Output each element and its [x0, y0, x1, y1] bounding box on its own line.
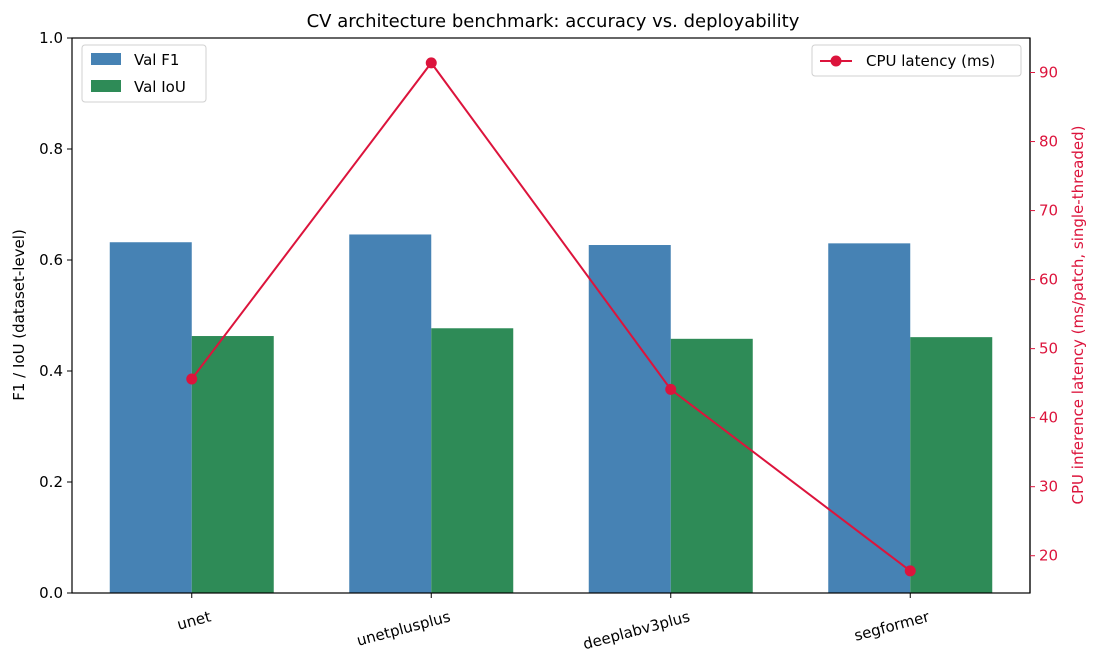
latency-point-segformer	[904, 565, 916, 577]
latency-point-unet	[186, 373, 198, 385]
latency-line	[190, 61, 911, 572]
latency-line-layer	[186, 57, 916, 577]
bar-val-f1-segformer	[828, 243, 911, 593]
x-axis: unet unetplusplus deeplabv3plus segformer	[175, 593, 932, 653]
y2-tick-label: 60	[1039, 271, 1058, 289]
y-tick-label: 0.6	[39, 251, 63, 269]
latency-point-unetplusplus	[425, 57, 437, 69]
y2-tick-label: 20	[1039, 547, 1058, 565]
legend-left: Val F1 Val IoU	[81, 44, 207, 103]
x-tick-label-segformer: segformer	[852, 607, 932, 645]
bar-val-iou-unetplusplus	[431, 328, 514, 593]
y-axis-label: F1 / IoU (dataset-level)	[10, 229, 28, 401]
legend-right-frame	[811, 44, 1022, 77]
bar-val-iou-deeplabv3plus	[670, 338, 753, 593]
y-tick-label: 1.0	[39, 29, 63, 47]
y2-tick-label: 90	[1039, 64, 1058, 82]
bar-val-f1-unetplusplus	[349, 234, 432, 593]
x-tick-label-unetplusplus: unetplusplus	[355, 607, 453, 649]
legend-swatch-val-iou	[91, 80, 121, 92]
legend-label-cpu-latency: CPU latency (ms)	[866, 52, 995, 70]
y-tick-label: 0.0	[39, 584, 63, 602]
y2-tick-label: 30	[1039, 478, 1058, 496]
legend-swatch-val-f1	[91, 53, 121, 65]
x-tick-label-deeplabv3plus: deeplabv3plus	[581, 607, 692, 653]
legend-right: CPU latency (ms)	[811, 44, 1022, 77]
right-axis: 20 30 40 50 60 70 80 90	[1029, 38, 1058, 593]
y2-tick-label: 70	[1039, 202, 1058, 220]
chart-title: CV architecture benchmark: accuracy vs. …	[307, 11, 800, 32]
legend-label-val-f1: Val F1	[134, 51, 179, 69]
latency-point-deeplabv3plus	[665, 383, 677, 395]
left-axis: 0.0 0.2 0.4 0.6 0.8 1.0	[39, 29, 72, 602]
y-tick-label: 0.2	[39, 473, 63, 491]
y2-tick-label: 40	[1039, 409, 1058, 427]
bar-val-iou-segformer	[910, 337, 993, 593]
legend-line-marker	[830, 55, 842, 67]
x-tick-label-unet: unet	[175, 607, 213, 633]
y2-axis-label: CPU inference latency (ms/patch, single-…	[1069, 126, 1087, 505]
bar-val-f1-deeplabv3plus	[588, 245, 671, 593]
bar-val-f1-unet	[109, 242, 192, 594]
bar-val-iou-unet	[191, 336, 274, 593]
bars-layer	[109, 234, 993, 594]
legend-label-val-iou: Val IoU	[134, 78, 186, 96]
y2-tick-label: 80	[1039, 133, 1058, 151]
y-tick-label: 0.8	[39, 140, 63, 158]
y2-tick-label: 50	[1039, 340, 1058, 358]
y-tick-label: 0.4	[39, 362, 63, 380]
